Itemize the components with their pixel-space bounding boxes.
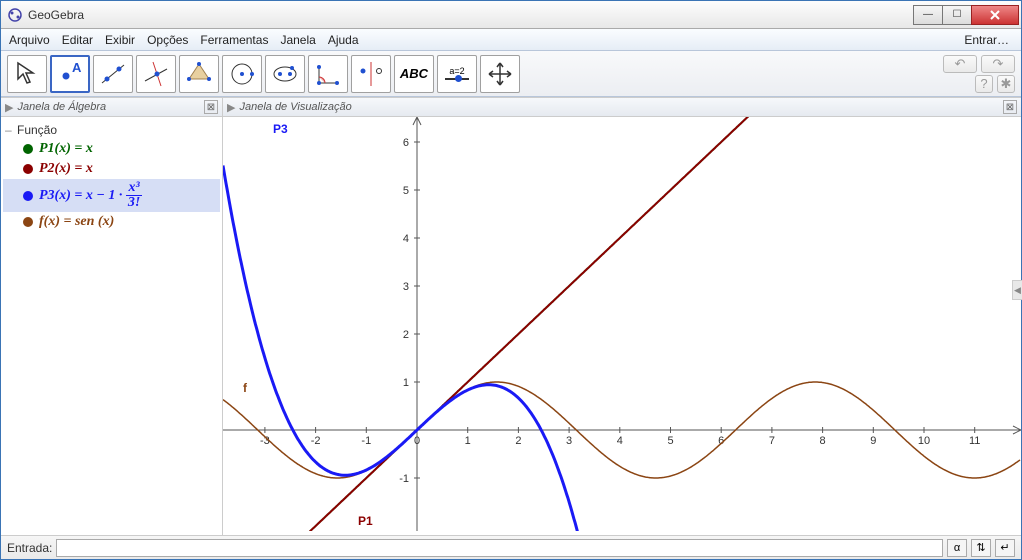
- menu-editar[interactable]: Editar: [62, 33, 93, 47]
- input-label: Entrada:: [7, 541, 52, 555]
- history-button[interactable]: ⇅: [971, 539, 991, 557]
- svg-text:4: 4: [403, 233, 409, 245]
- svg-text:0: 0: [414, 435, 420, 447]
- menu-exibir[interactable]: Exibir: [105, 33, 135, 47]
- func-p1[interactable]: P1(x) = x: [3, 139, 220, 159]
- minimize-button[interactable]: —: [913, 5, 943, 25]
- titlebar: GeoGebra — ☐: [1, 1, 1021, 29]
- svg-text:5: 5: [667, 435, 673, 447]
- collapse-icon[interactable]: ▶: [227, 101, 235, 114]
- menu-opcoes[interactable]: Opções: [147, 33, 188, 47]
- tool-polygon[interactable]: [179, 55, 219, 93]
- svg-text:-1: -1: [399, 473, 409, 485]
- svg-text:11: 11: [969, 435, 980, 447]
- visibility-dot-p3[interactable]: [23, 191, 33, 201]
- redo-button[interactable]: ↷: [981, 55, 1015, 73]
- func-p3[interactable]: P3(x) = x − 1 · x³3!: [3, 179, 220, 212]
- settings-button[interactable]: ✱: [997, 75, 1015, 93]
- tool-line[interactable]: [93, 55, 133, 93]
- graphics-canvas[interactable]: -4-3-2-101234567891011-1123456P3P1f: [223, 117, 1021, 535]
- toolbar-right: ↶ ↷ ? ✱: [943, 55, 1015, 93]
- menu-arquivo[interactable]: Arquivo: [9, 33, 50, 47]
- command-input[interactable]: [56, 539, 943, 557]
- func-p2[interactable]: P2(x) = x: [3, 159, 220, 179]
- close-button[interactable]: [971, 5, 1019, 25]
- svg-text:9: 9: [870, 435, 876, 447]
- content-area: ▶ Janela de Álgebra ⊠ Função P1(x) = x P…: [1, 97, 1021, 535]
- app-window: GeoGebra — ☐ Arquivo Editar Exibir Opçõe…: [0, 0, 1022, 560]
- window-title: GeoGebra: [28, 8, 914, 22]
- enter-button[interactable]: ↵: [995, 539, 1015, 557]
- graphics-title: Janela de Visualização: [239, 101, 351, 113]
- menu-ajuda[interactable]: Ajuda: [328, 33, 359, 47]
- visibility-dot-p2[interactable]: [23, 164, 33, 174]
- algebra-close-icon[interactable]: ⊠: [204, 100, 218, 114]
- tool-text[interactable]: ABC: [394, 55, 434, 93]
- maximize-button[interactable]: ☐: [942, 5, 972, 25]
- svg-text:P3: P3: [273, 122, 288, 136]
- menubar: Arquivo Editar Exibir Opções Ferramentas…: [1, 29, 1021, 51]
- svg-text:2: 2: [403, 329, 409, 341]
- func-label-p3: P3(x) = x − 1 · x³3!: [39, 181, 142, 210]
- svg-text:4: 4: [617, 435, 623, 447]
- algebra-pane: ▶ Janela de Álgebra ⊠ Função P1(x) = x P…: [1, 97, 223, 535]
- tool-angle[interactable]: [308, 55, 348, 93]
- svg-text:-2: -2: [311, 435, 321, 447]
- func-label-p1: P1(x) = x: [39, 141, 93, 157]
- svg-text:A: A: [72, 60, 82, 75]
- svg-text:10: 10: [918, 435, 930, 447]
- login-link[interactable]: Entrar…: [964, 33, 1009, 47]
- app-icon: [7, 7, 23, 23]
- menu-ferramentas[interactable]: Ferramentas: [200, 33, 268, 47]
- algebra-body: Função P1(x) = x P2(x) = x P3(x) = x − 1…: [1, 117, 222, 535]
- tool-reflect[interactable]: [351, 55, 391, 93]
- category-funcao[interactable]: Função: [3, 121, 220, 139]
- side-expand-tab[interactable]: ◀: [1012, 280, 1022, 300]
- svg-text:6: 6: [403, 137, 409, 149]
- tool-ellipse[interactable]: [265, 55, 305, 93]
- graphics-header: ▶ Janela de Visualização ⊠: [223, 97, 1021, 117]
- tool-move[interactable]: [7, 55, 47, 93]
- svg-text:f: f: [243, 381, 248, 395]
- svg-text:3: 3: [566, 435, 572, 447]
- svg-text:5: 5: [403, 185, 409, 197]
- func-label-f: f(x) = sen (x): [39, 214, 114, 230]
- func-f[interactable]: f(x) = sen (x): [3, 212, 220, 232]
- algebra-title: Janela de Álgebra: [17, 101, 106, 113]
- tool-slider[interactable]: a=2: [437, 55, 477, 93]
- svg-text:1: 1: [465, 435, 471, 447]
- collapse-icon[interactable]: ▶: [5, 101, 13, 114]
- tool-circle[interactable]: [222, 55, 262, 93]
- toolbar: A ABC a=2 ↶ ↷ ? ✱: [1, 51, 1021, 97]
- svg-text:2: 2: [515, 435, 521, 447]
- alpha-button[interactable]: α: [947, 539, 967, 557]
- svg-text:7: 7: [769, 435, 775, 447]
- tool-move-view[interactable]: [480, 55, 520, 93]
- svg-text:8: 8: [820, 435, 826, 447]
- help-button[interactable]: ?: [975, 75, 993, 93]
- input-bar: Entrada: α ⇅ ↵: [1, 535, 1021, 559]
- plot-svg: -4-3-2-101234567891011-1123456P3P1f: [223, 117, 1021, 531]
- svg-text:3: 3: [403, 281, 409, 293]
- svg-text:1: 1: [403, 377, 409, 389]
- func-label-p2: P2(x) = x: [39, 161, 93, 177]
- tool-perpendicular[interactable]: [136, 55, 176, 93]
- svg-text:-1: -1: [361, 435, 371, 447]
- window-buttons: — ☐: [914, 5, 1019, 25]
- visibility-dot-f[interactable]: [23, 217, 33, 227]
- tool-point[interactable]: A: [50, 55, 90, 93]
- svg-text:P1: P1: [358, 514, 373, 528]
- undo-button[interactable]: ↶: [943, 55, 977, 73]
- menu-janela[interactable]: Janela: [280, 33, 315, 47]
- graphics-pane: ▶ Janela de Visualização ⊠ -4-3-2-101234…: [223, 97, 1021, 535]
- graphics-close-icon[interactable]: ⊠: [1003, 100, 1017, 114]
- visibility-dot-p1[interactable]: [23, 144, 33, 154]
- algebra-header: ▶ Janela de Álgebra ⊠: [1, 97, 222, 117]
